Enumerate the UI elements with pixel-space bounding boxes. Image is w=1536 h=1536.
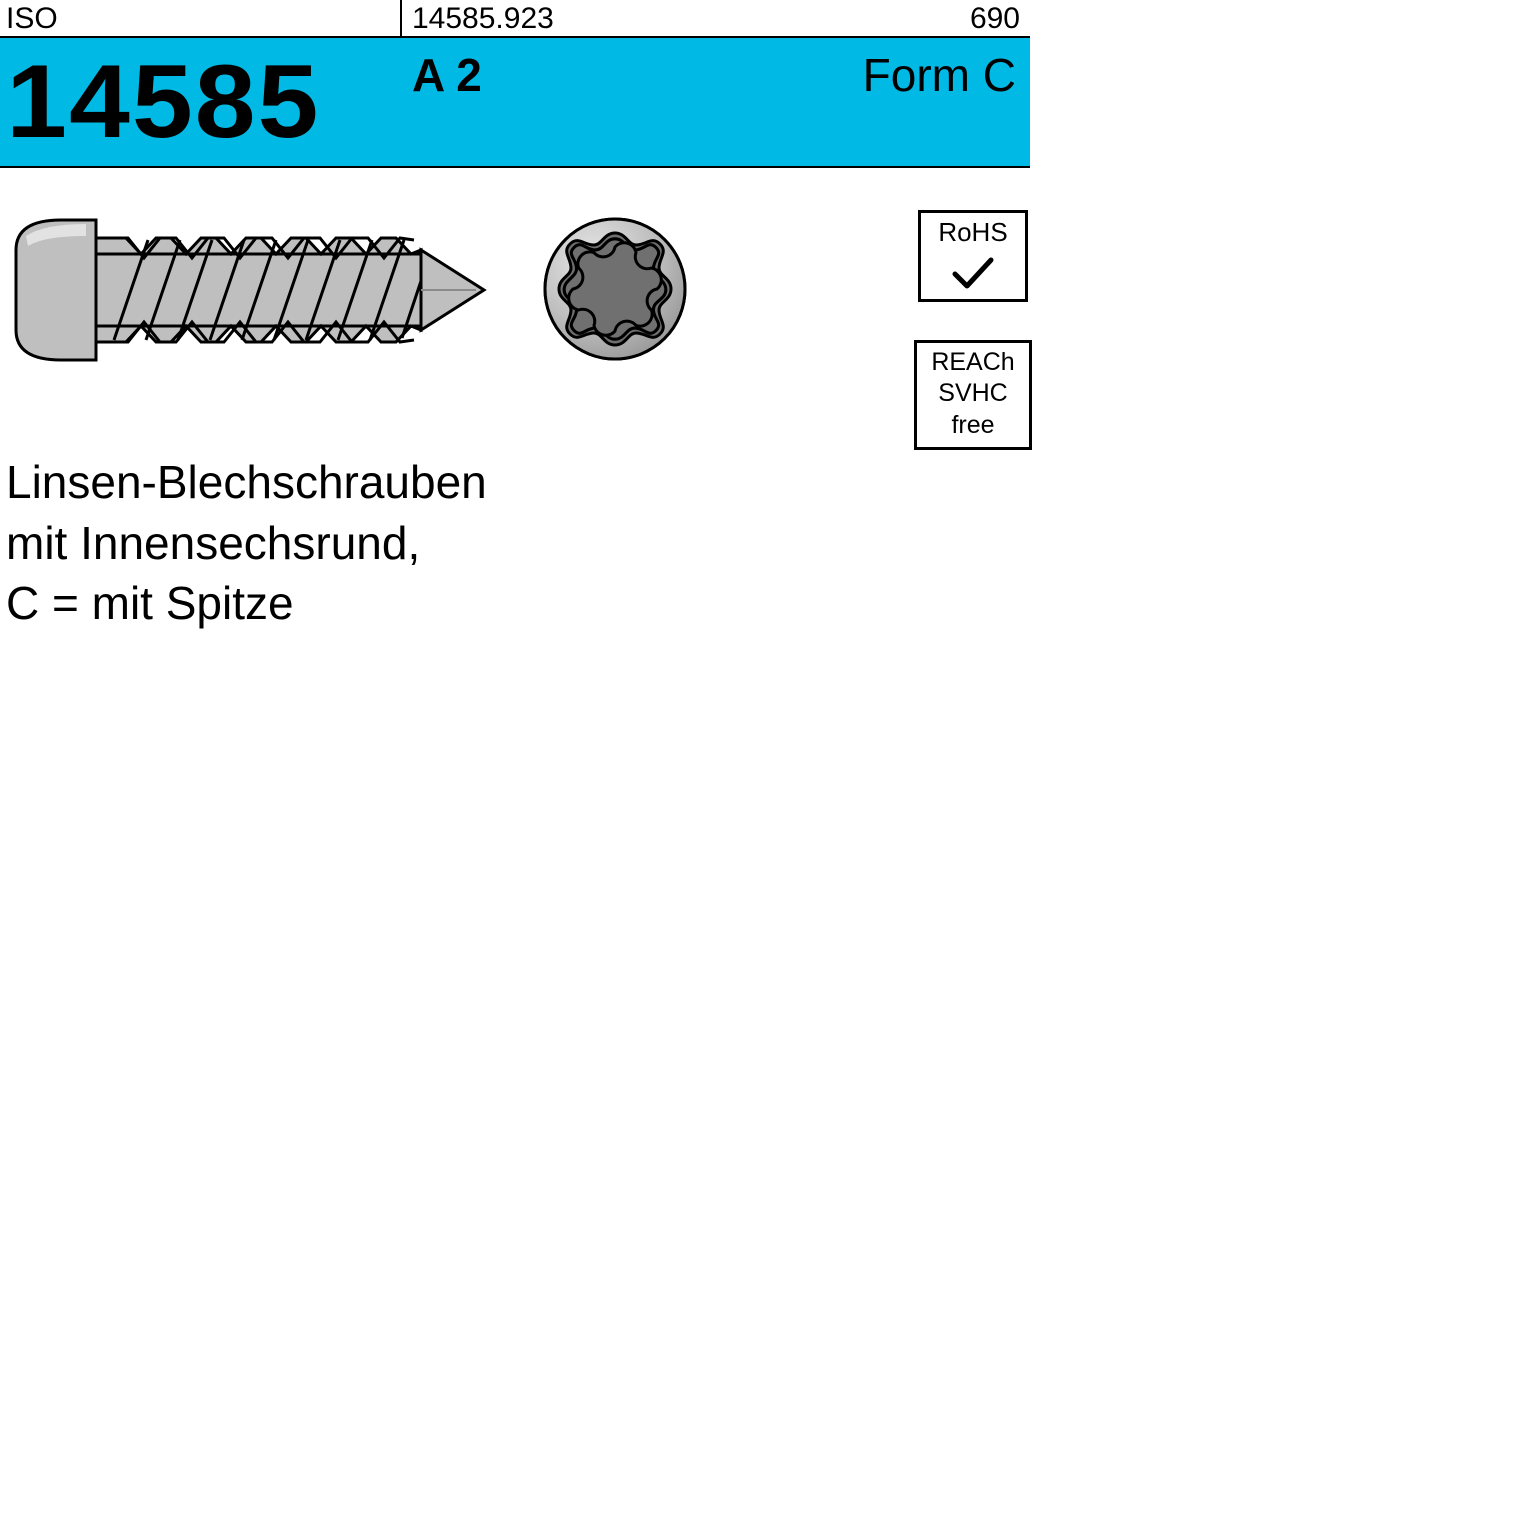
spec-sheet: ISO 14585.923 690 14585 A 2 Form C (0, 0, 1536, 1536)
reach-line-2: SVHC (917, 378, 1029, 409)
product-description: Linsen-Blechschrauben mit Innensechsrund… (6, 452, 487, 634)
material-grade: A 2 (412, 48, 482, 102)
header-standard: ISO (0, 0, 400, 36)
reach-badge: REACh SVHC free (914, 340, 1032, 450)
form-label: Form C (863, 48, 1016, 102)
header-page: 690 (620, 0, 1030, 36)
reach-line-3: free (917, 410, 1029, 441)
header-code: 14585.923 (400, 0, 620, 36)
checkmark-icon (951, 254, 995, 292)
desc-line-2: mit Innensechsrund, (6, 513, 487, 574)
reach-line-1: REACh (917, 347, 1029, 378)
header-row: ISO 14585.923 690 (0, 0, 1030, 38)
screw-side-illustration (6, 210, 506, 390)
desc-line-3: C = mit Spitze (6, 573, 487, 634)
rohs-badge: RoHS (918, 210, 1028, 302)
title-banner: 14585 A 2 Form C (0, 38, 1030, 168)
desc-line-1: Linsen-Blechschrauben (6, 452, 487, 513)
torx-head-illustration (540, 214, 690, 364)
rohs-label: RoHS (921, 217, 1025, 248)
iso-number: 14585 (0, 50, 320, 154)
